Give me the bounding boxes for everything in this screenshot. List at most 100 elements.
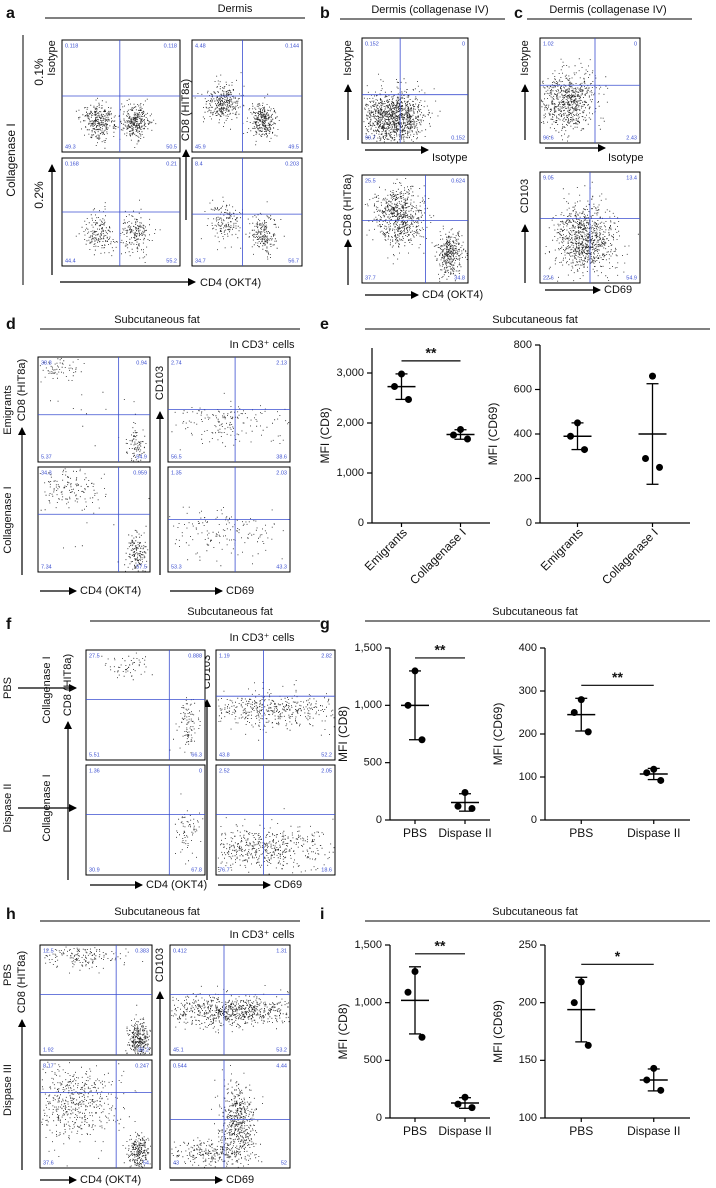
- y-axis-label: MFI (CD8): [318, 408, 332, 464]
- quadrant-value: 38.6: [276, 454, 287, 460]
- label: CD8 (HIT8a): [62, 654, 74, 716]
- y-tick-label: 100: [519, 771, 537, 783]
- quadrant-value: 0.203: [285, 161, 299, 167]
- y-tick-label: 0: [526, 517, 532, 529]
- quadrant-value: 4.48: [195, 43, 206, 49]
- flow-plot-frame: [85, 649, 206, 761]
- quadrant-value: 0.959: [133, 470, 147, 476]
- event-cloud: [75, 97, 157, 149]
- label: CD8 (HIT8a): [180, 79, 192, 141]
- data-point: [454, 802, 462, 810]
- data-point: [391, 383, 398, 390]
- event-cloud: [169, 506, 290, 567]
- panel-title: Dermis (collagenase IV): [371, 4, 488, 16]
- event-cloud: [544, 181, 639, 282]
- data-point: [650, 1064, 658, 1072]
- label: CD8 (HIT8a): [16, 951, 28, 1013]
- quadrant-value: 49.3: [65, 144, 76, 150]
- label: CD4 (OKT4): [200, 277, 261, 289]
- quadrant-value: 30.9: [89, 867, 100, 873]
- quadrant-value: 1.36: [89, 768, 100, 774]
- quadrant-value: 1.02: [543, 41, 554, 47]
- quadrant-value: 56.7: [288, 258, 299, 264]
- data-point: [649, 372, 656, 380]
- significance-label: **: [426, 345, 437, 361]
- data-point: [461, 1093, 469, 1101]
- data-point: [404, 701, 412, 709]
- y-axis-label: MFI (CD69): [491, 703, 505, 766]
- label: In CD3⁺ cells: [229, 339, 295, 351]
- x-tick-label: Emigrants: [538, 525, 586, 573]
- quadrant-value: 0.888: [188, 653, 202, 659]
- quadrant-value: 0: [199, 768, 202, 774]
- panel-letter: h: [6, 906, 16, 923]
- flow-plot-frame: [215, 764, 336, 876]
- quadrant-value: 54.9: [626, 275, 637, 281]
- label: CD103: [154, 366, 166, 400]
- event-cloud: [541, 58, 609, 142]
- quadrant-value: 43.8: [219, 752, 230, 758]
- event-cloud: [75, 199, 161, 263]
- quadrant-value: 0: [634, 41, 637, 47]
- x-tick-label: Collagenase I: [407, 525, 469, 587]
- flow-plot-frame: [39, 944, 153, 1056]
- label: CD103: [519, 179, 531, 213]
- quadrant-value: 43: [173, 1160, 179, 1166]
- data-point: [570, 999, 578, 1007]
- label: CD103: [154, 948, 166, 982]
- data-point: [411, 667, 419, 675]
- data-point: [577, 696, 585, 704]
- data-point: [418, 736, 426, 744]
- event-cloud: [194, 72, 280, 146]
- quadrant-value: 2.52: [219, 768, 230, 774]
- label: Collagenase I: [41, 774, 53, 841]
- data-point: [650, 765, 658, 773]
- quadrant-value: 99.7: [365, 135, 376, 141]
- panel-letter: i: [320, 906, 324, 923]
- data-point: [454, 1100, 462, 1108]
- data-point: [643, 769, 651, 777]
- flow-plot-frame: [37, 466, 151, 573]
- quadrant-value: 25.5: [365, 178, 376, 184]
- event-cloud: [200, 196, 285, 260]
- panel-letter: d: [6, 316, 16, 333]
- significance-label: **: [435, 938, 446, 954]
- data-point: [461, 788, 469, 796]
- y-axis-label: MFI (CD8): [336, 1004, 350, 1060]
- label: Isotype: [342, 40, 354, 75]
- label: PBS: [2, 964, 14, 986]
- flow-plot-frame: [191, 157, 303, 267]
- quadrant-value: 53.2: [276, 1047, 287, 1053]
- quadrant-value: 8.17: [43, 1063, 54, 1069]
- label: 0.1%: [32, 58, 46, 86]
- data-point: [584, 728, 592, 736]
- quadrant-value: 9.05: [543, 175, 554, 181]
- data-point: [398, 370, 405, 378]
- panel-letter: g: [320, 616, 330, 633]
- label: CD69: [226, 585, 254, 597]
- quadrant-value: 44.4: [65, 258, 76, 264]
- x-tick-label: PBS: [403, 1124, 427, 1138]
- data-point: [567, 432, 574, 440]
- quadrant-value: 34.3: [41, 470, 52, 476]
- significance-label: *: [615, 948, 621, 964]
- label: CD4 (OKT4): [80, 585, 141, 597]
- label: PBS: [2, 677, 14, 699]
- label: CD4 (OKT4): [146, 879, 207, 891]
- y-tick-label: 200: [519, 997, 537, 1009]
- quadrant-value: 56.5: [171, 454, 182, 460]
- quadrant-value: 52: [281, 1160, 287, 1166]
- x-tick-label: Dispase II: [627, 826, 680, 840]
- y-tick-label: 800: [514, 339, 532, 351]
- quadrant-value: 85.2: [138, 1047, 149, 1053]
- data-point: [411, 968, 419, 976]
- quadrant-value: 27.5: [89, 653, 100, 659]
- y-tick-label: 0: [531, 814, 537, 826]
- data-point: [657, 1086, 665, 1094]
- label: CD69: [226, 1174, 254, 1186]
- quadrant-value: 52.2: [321, 752, 332, 758]
- panel-title: Dermis: [218, 3, 253, 15]
- quadrant-value: 13.4: [626, 175, 637, 181]
- quadrant-value: 55.2: [166, 258, 177, 264]
